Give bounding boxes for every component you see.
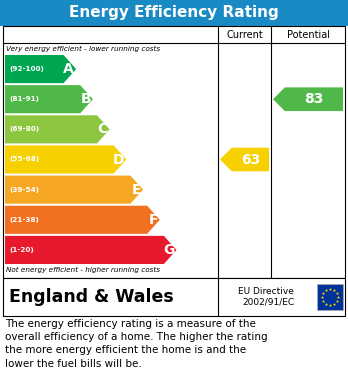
- Text: (69-80): (69-80): [9, 126, 39, 133]
- Polygon shape: [5, 145, 126, 174]
- Text: C: C: [97, 122, 108, 136]
- Text: Potential: Potential: [286, 29, 330, 39]
- Text: EU Directive
2002/91/EC: EU Directive 2002/91/EC: [238, 287, 294, 307]
- Text: (92-100): (92-100): [9, 66, 44, 72]
- Polygon shape: [5, 206, 160, 234]
- Bar: [317, 284, 343, 310]
- Bar: [3, 26, 345, 278]
- Text: (39-54): (39-54): [9, 187, 39, 193]
- Polygon shape: [5, 55, 76, 83]
- Text: B: B: [80, 92, 91, 106]
- Text: (81-91): (81-91): [9, 96, 39, 102]
- Text: (21-38): (21-38): [9, 217, 39, 223]
- Bar: [3, 278, 345, 316]
- Text: The energy efficiency rating is a measure of the
overall efficiency of a home. T: The energy efficiency rating is a measur…: [5, 319, 268, 369]
- Text: 83: 83: [304, 92, 324, 106]
- Polygon shape: [273, 88, 343, 111]
- Bar: [0, 0, 348, 26]
- Text: D: D: [113, 152, 124, 167]
- Polygon shape: [5, 176, 143, 204]
- Polygon shape: [5, 115, 110, 143]
- Text: Not energy efficient - higher running costs: Not energy efficient - higher running co…: [6, 267, 160, 273]
- Polygon shape: [5, 236, 176, 264]
- Text: G: G: [163, 243, 174, 257]
- Text: F: F: [148, 213, 158, 227]
- Text: Current: Current: [226, 29, 263, 39]
- Polygon shape: [5, 85, 93, 113]
- Text: A: A: [63, 62, 74, 76]
- Text: (1-20): (1-20): [9, 247, 34, 253]
- Text: Very energy efficient - lower running costs: Very energy efficient - lower running co…: [6, 46, 160, 52]
- Text: E: E: [132, 183, 141, 197]
- Text: (55-68): (55-68): [9, 156, 39, 163]
- Text: England & Wales: England & Wales: [9, 288, 174, 306]
- Text: Energy Efficiency Rating: Energy Efficiency Rating: [69, 5, 279, 20]
- Text: 63: 63: [241, 152, 260, 167]
- Polygon shape: [220, 148, 269, 171]
